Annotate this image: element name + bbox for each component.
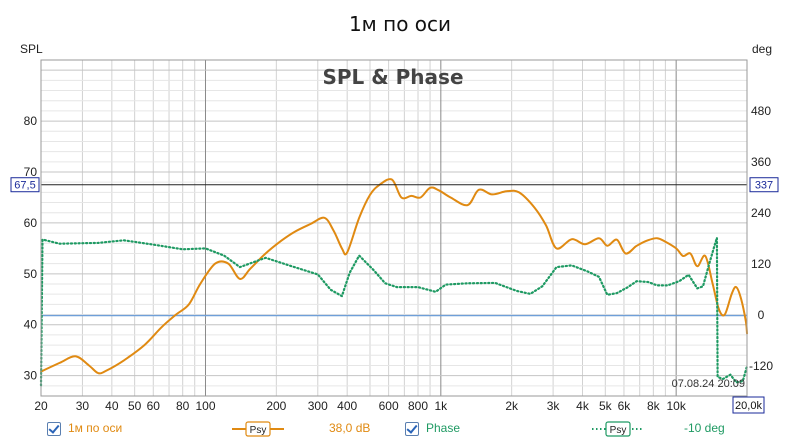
x-tick-label: 20 xyxy=(34,399,48,413)
cursor-spl-badge[interactable]: 67,5 xyxy=(10,177,40,193)
x-tick-label: 400 xyxy=(337,399,357,413)
x-tick-label: 200 xyxy=(266,399,286,413)
phase-series-line xyxy=(39,236,749,387)
x-tick-label: 4k xyxy=(576,399,590,413)
x-end-label: 20,0k xyxy=(735,400,762,412)
x-tick-label: 600 xyxy=(379,399,399,413)
y2-tick-label: 240 xyxy=(751,206,771,220)
y-tick-label: 40 xyxy=(24,318,38,332)
y-axis-label-left: SPL xyxy=(20,42,43,56)
timestamp: 07.08.24 20:09 xyxy=(672,378,745,390)
plot-area xyxy=(41,60,747,396)
spl-series-line xyxy=(40,178,748,375)
y2-tick-label: 360 xyxy=(751,155,771,169)
y-tick-label: 50 xyxy=(24,267,38,281)
y-tick-label: 80 xyxy=(24,114,38,128)
x-tick-label: 30 xyxy=(76,399,90,413)
x-tick-label: 800 xyxy=(408,399,428,413)
spl-checkbox[interactable] xyxy=(47,422,61,436)
x-tick-label: 6k xyxy=(618,399,632,413)
y2-tick-label: 0 xyxy=(758,308,765,322)
x-tick-label: 3k xyxy=(547,399,561,413)
phase-checkbox[interactable] xyxy=(405,422,419,436)
x-tick-label: 5k xyxy=(599,399,613,413)
x-end-badge[interactable]: 20,0k xyxy=(732,396,765,414)
plot-border xyxy=(40,59,748,397)
y2-tick-label: -120 xyxy=(749,359,773,373)
minor-gridlines xyxy=(40,60,748,396)
y-tick-label: 60 xyxy=(24,216,38,230)
x-tick-label: 1k xyxy=(434,399,448,413)
spl-legend-value: 38,0 dB xyxy=(329,421,371,435)
spl-swatch-symbol: Psy xyxy=(250,425,267,436)
tick-labels: 20 30 40 50 60 80 100 200 300 400 600 800 1k 2k 3k 4k 5k… xyxy=(24,104,774,413)
phase-legend-value: -10 deg xyxy=(684,421,725,435)
x-tick-label: 8k xyxy=(647,399,661,413)
x-tick-label: 100 xyxy=(195,399,215,413)
x-tick-label: 40 xyxy=(105,399,119,413)
x-tick-label: 60 xyxy=(147,399,161,413)
phase-legend-label[interactable]: Phase xyxy=(426,421,461,435)
phase-swatch-symbol: Psy xyxy=(610,425,627,436)
y-axis-label-right: deg xyxy=(752,42,772,56)
x-tick-label: 2k xyxy=(505,399,519,413)
x-tick-label: 300 xyxy=(308,399,328,413)
phase-line-swatch[interactable]: Psy xyxy=(592,420,644,438)
spl-line-swatch[interactable]: Psy xyxy=(232,420,284,438)
legend-item-spl: 1м по оси Psy 38,0 dB xyxy=(0,420,400,438)
legend-item-phase: Phase Psy -10 deg xyxy=(400,420,800,438)
series-group xyxy=(39,178,749,387)
spl-legend-label[interactable]: 1м по оси xyxy=(68,421,123,435)
x-tick-label: 50 xyxy=(128,399,142,413)
cursor-spl-label: 67,5 xyxy=(14,180,35,192)
cursor-phase-label: 337 xyxy=(755,180,773,192)
y2-tick-label: 480 xyxy=(751,104,771,118)
cursor-phase-badge[interactable]: 337 xyxy=(749,177,779,193)
y-tick-label: 70 xyxy=(24,165,38,179)
major-gridlines xyxy=(41,60,747,396)
y-tick-label: 30 xyxy=(24,369,38,383)
chart-title: 1м по оси xyxy=(349,12,451,36)
chart-subtitle: SPL & Phase xyxy=(322,65,463,89)
x-tick-label: 80 xyxy=(176,399,190,413)
x-tick-label: 10k xyxy=(666,399,686,413)
y2-tick-label: 120 xyxy=(751,257,771,271)
